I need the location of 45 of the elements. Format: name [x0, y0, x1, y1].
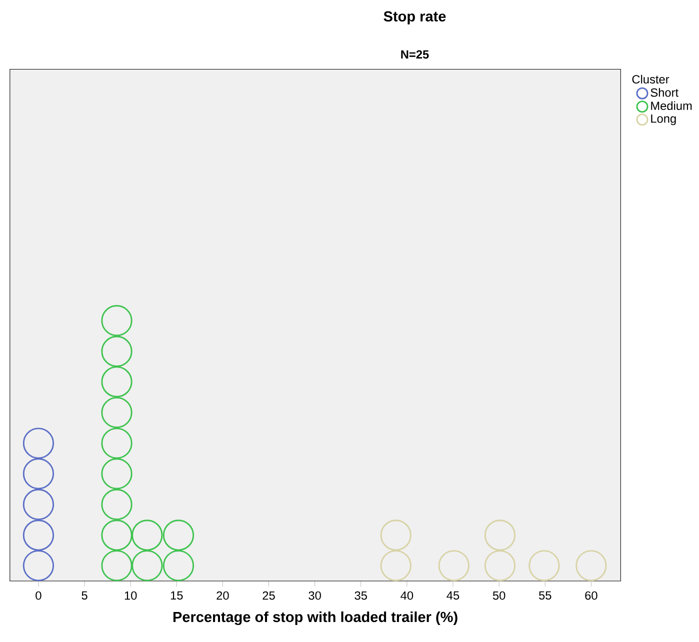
point	[484, 519, 516, 551]
point	[528, 550, 560, 582]
point	[101, 304, 132, 336]
x-tick-label: 5	[82, 591, 88, 600]
chart-subtitle: N=25	[401, 50, 429, 58]
point	[132, 550, 163, 582]
point	[484, 550, 516, 582]
legend-title: Cluster	[632, 74, 670, 84]
x-tick-label: 60	[585, 591, 598, 600]
x-tick-label: 25	[262, 591, 275, 600]
point	[101, 550, 132, 582]
point	[101, 519, 132, 551]
x-tick-label: 50	[492, 591, 506, 600]
point	[22, 550, 54, 582]
x-tick-label: 15	[170, 591, 183, 600]
x-tick-label: 0	[36, 591, 42, 600]
x-tick-label: 45	[446, 591, 460, 600]
legend-label: Medium	[651, 101, 692, 110]
legend-label: Short	[650, 88, 678, 97]
point	[22, 519, 54, 551]
point	[132, 519, 163, 551]
point	[162, 550, 194, 582]
point	[22, 458, 54, 490]
x-tick-label: 40	[400, 591, 414, 600]
x-tick-label: 30	[308, 591, 321, 600]
x-axis-title: Percentage of stop with loaded trailer (%)	[173, 611, 458, 625]
point	[576, 550, 607, 582]
point	[101, 488, 132, 520]
point	[101, 366, 132, 398]
x-tick-label: 20	[216, 591, 229, 600]
x-tick-label: 10	[124, 591, 137, 600]
point	[162, 519, 194, 551]
point	[101, 396, 132, 428]
point	[101, 336, 132, 367]
point	[380, 550, 412, 582]
point	[22, 427, 54, 459]
point	[438, 550, 470, 582]
point	[380, 519, 412, 551]
chart-title: Stop rate	[384, 11, 446, 24]
point	[22, 488, 54, 520]
point	[101, 427, 132, 459]
legend-label: Long	[651, 114, 676, 125]
point	[101, 458, 132, 490]
x-tick-label: 35	[354, 591, 367, 600]
x-tick-label: 55	[538, 591, 552, 600]
